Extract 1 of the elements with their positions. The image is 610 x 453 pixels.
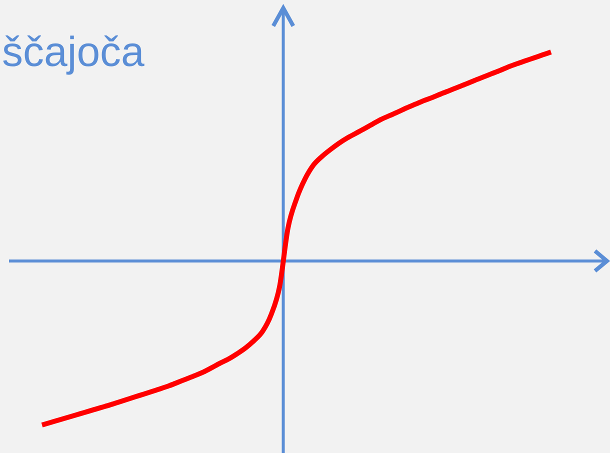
chart-title: ščajoča <box>2 28 144 76</box>
